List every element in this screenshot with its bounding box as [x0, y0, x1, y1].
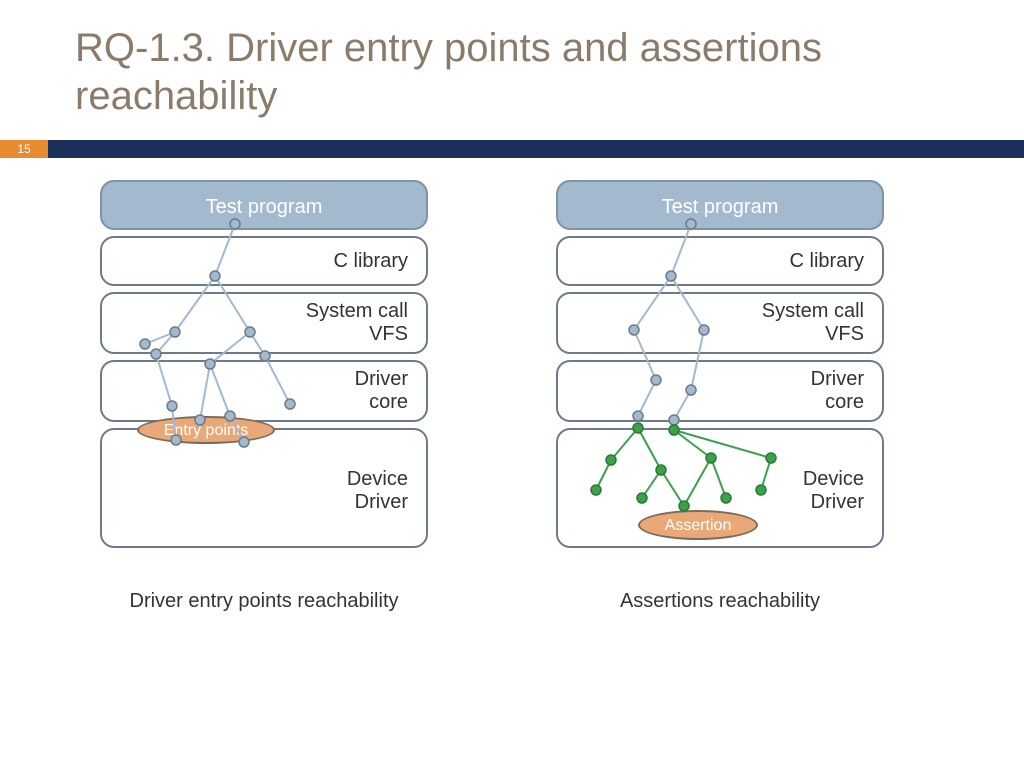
layer-label: System callVFS [762, 300, 864, 345]
right-diagram: Test program C library System callVFS Dr… [556, 180, 884, 554]
page-number-badge: 15 [0, 140, 48, 158]
layer-label: C library [334, 250, 408, 272]
left-diagram: Test program C library System callVFS Dr… [100, 180, 428, 554]
right-devicedriver-box: DeviceDriver Assertion [556, 428, 884, 548]
left-header-box: Test program [100, 180, 428, 230]
right-clibrary-box: C library [556, 236, 884, 286]
layer-label: DeviceDriver [347, 468, 408, 513]
left-clibrary-box: C library [100, 236, 428, 286]
assertion-ellipse: Assertion [638, 510, 758, 540]
layer-label: Drivercore [811, 368, 864, 413]
entry-points-ellipse: Entry points [137, 416, 275, 444]
right-caption: Assertions reachability [556, 590, 884, 613]
right-syscall-box: System callVFS [556, 292, 884, 354]
slide-title: RQ-1.3. Driver entry points and assertio… [75, 24, 1024, 120]
left-caption: Driver entry points reachability [100, 590, 428, 613]
left-devicedriver-box: Entry points DeviceDriver [100, 428, 428, 548]
right-drivercore-box: Drivercore [556, 360, 884, 422]
left-syscall-box: System callVFS [100, 292, 428, 354]
right-header-box: Test program [556, 180, 884, 230]
layer-label: Drivercore [355, 368, 408, 413]
title-bar [0, 140, 1024, 158]
left-drivercore-box: Drivercore [100, 360, 428, 422]
layer-label: DeviceDriver [803, 468, 864, 513]
layer-label: System callVFS [306, 300, 408, 345]
layer-label: C library [790, 250, 864, 272]
